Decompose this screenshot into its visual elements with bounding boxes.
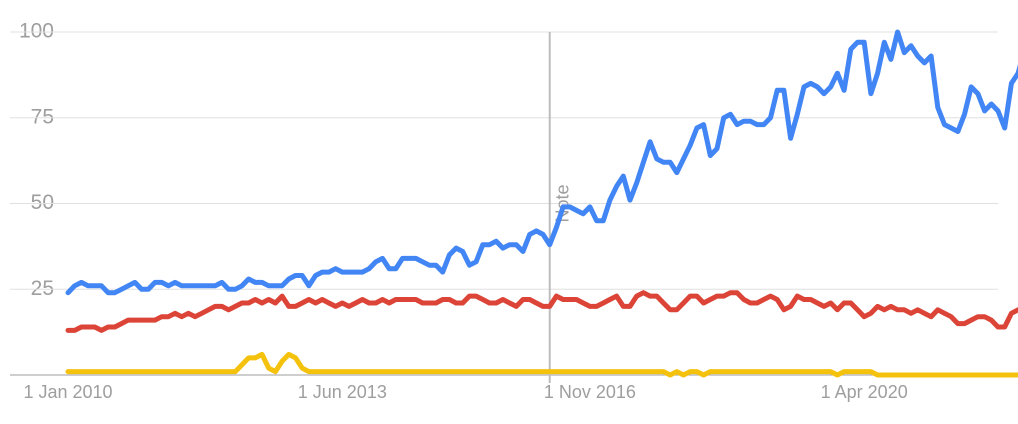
x-tick-label: 1 Apr 2020 — [821, 382, 908, 402]
series-line — [65, 351, 1018, 378]
y-tick-label: 50 — [31, 191, 54, 214]
annotation-label: Note — [552, 184, 572, 222]
x-tick-label: 1 Nov 2016 — [544, 382, 636, 402]
x-tick-label: 1 Jan 2010 — [23, 382, 112, 402]
y-tick-label: 100 — [19, 20, 54, 43]
series-line — [65, 29, 1018, 296]
series-line — [65, 290, 1018, 333]
x-tick-label: 1 Jun 2013 — [298, 382, 387, 402]
y-tick-label: 25 — [31, 277, 54, 300]
y-tick-label: 75 — [31, 105, 54, 128]
